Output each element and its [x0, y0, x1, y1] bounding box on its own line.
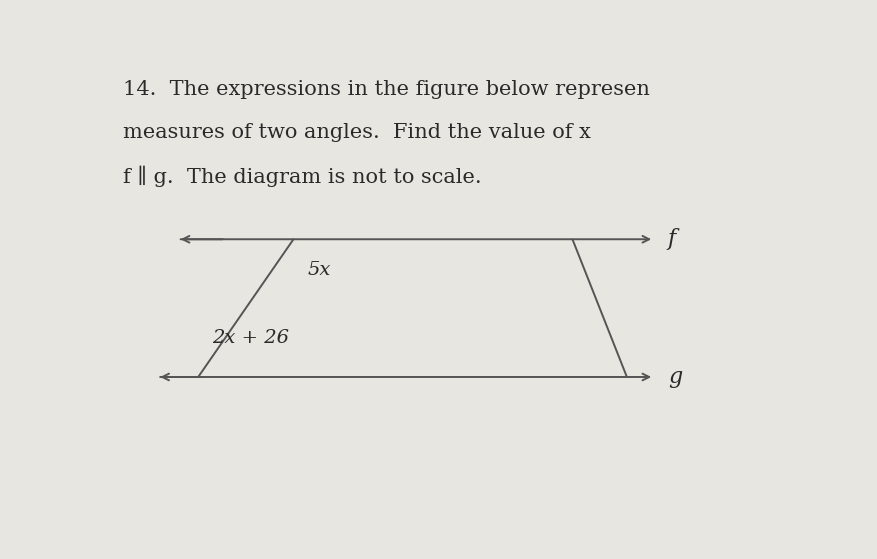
Text: g: g	[667, 366, 681, 388]
Text: measures of two angles.  Find the value of x: measures of two angles. Find the value o…	[123, 123, 590, 142]
Text: f: f	[667, 228, 675, 250]
Text: f ∥ g.  The diagram is not to scale.: f ∥ g. The diagram is not to scale.	[123, 166, 481, 187]
Text: 14.  The expressions in the figure below represen: 14. The expressions in the figure below …	[123, 80, 650, 99]
Text: 2x + 26: 2x + 26	[211, 329, 289, 347]
Text: 5x: 5x	[307, 260, 330, 279]
